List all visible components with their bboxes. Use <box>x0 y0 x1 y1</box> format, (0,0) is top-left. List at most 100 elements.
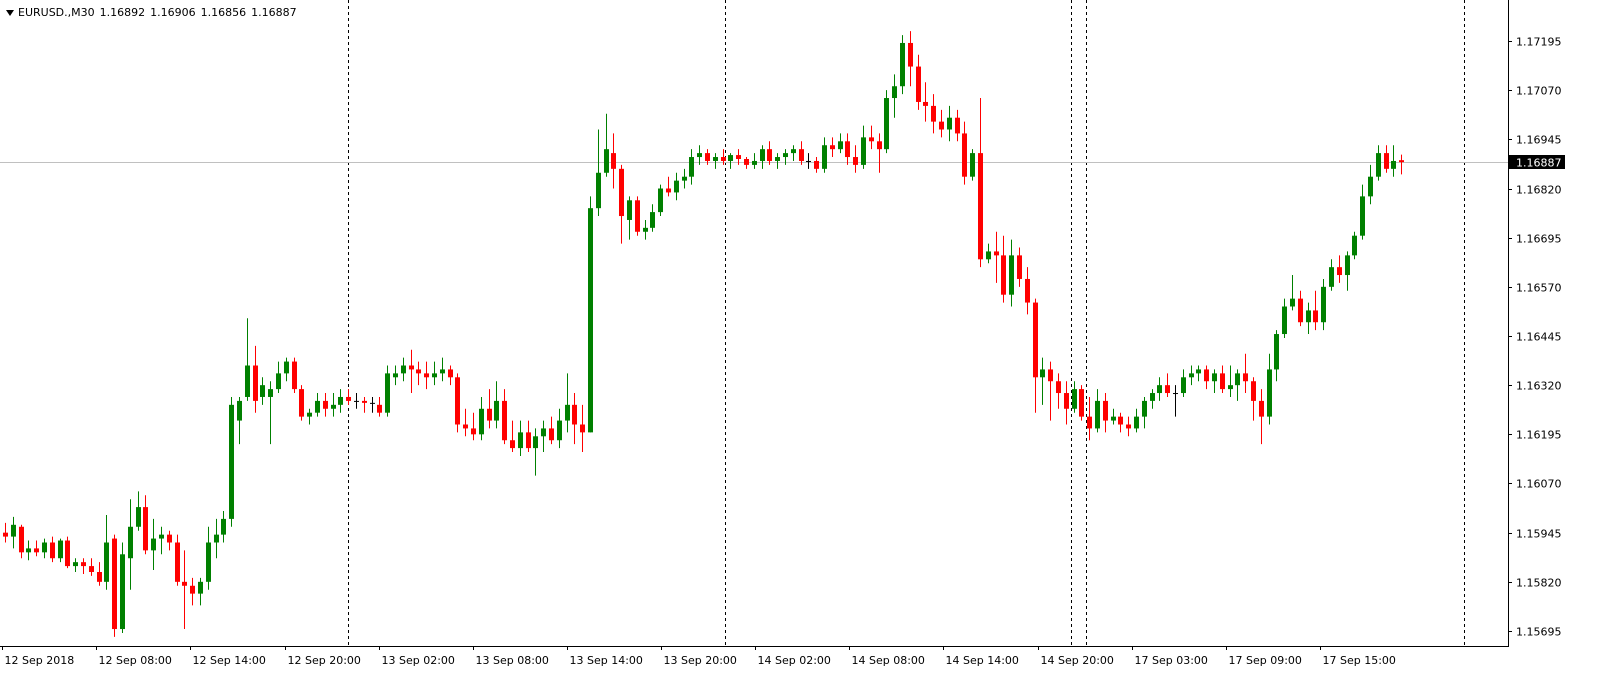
candle-body <box>1368 176 1373 197</box>
time-axis[interactable]: 12 Sep 2018 12 Sep 08:00 12 Sep 14:00 12 Se… <box>2 646 1396 667</box>
candle-body <box>682 176 687 181</box>
candle <box>1157 377 1162 401</box>
candle-body <box>541 428 546 437</box>
candle <box>1189 365 1194 386</box>
candle-body <box>962 133 967 177</box>
candle <box>697 145 702 165</box>
candle-body <box>315 400 320 413</box>
candle <box>175 534 180 586</box>
candle-body <box>112 538 117 630</box>
candle-body <box>1017 255 1022 279</box>
candle-body <box>611 153 616 169</box>
candle-body <box>253 365 258 401</box>
candle-body <box>1259 400 1264 417</box>
candle <box>908 31 913 87</box>
price-tick-label: 1.15945 <box>1516 528 1562 541</box>
candle <box>81 558 86 574</box>
candle-body <box>588 208 593 433</box>
candle-body <box>362 400 367 403</box>
candle <box>276 361 281 394</box>
candle <box>346 389 351 405</box>
candle <box>978 98 983 268</box>
candle-body <box>986 251 991 260</box>
candle <box>299 385 304 421</box>
candle <box>814 157 819 173</box>
candle <box>440 357 445 382</box>
candle <box>557 408 562 449</box>
candle-body <box>650 212 655 228</box>
candle-body <box>1126 424 1131 429</box>
candle-body <box>877 141 882 150</box>
price-tick-label: 1.16070 <box>1516 478 1562 491</box>
candle-body <box>221 518 226 535</box>
candle <box>362 396 367 413</box>
candle-body <box>674 180 679 193</box>
current-price-tag-bg <box>1509 155 1565 169</box>
candle <box>65 536 70 569</box>
candle-body <box>1274 334 1279 370</box>
symbol-label: EURUSD.,M30 <box>18 6 95 19</box>
candle-body <box>292 361 297 390</box>
candle <box>1009 239 1014 307</box>
candle <box>650 204 655 232</box>
candle-body <box>494 400 499 421</box>
candle-body <box>377 404 382 413</box>
candle <box>1017 247 1022 287</box>
price-tick-label: 1.17195 <box>1516 36 1562 49</box>
candle-body <box>627 200 632 220</box>
candles <box>3 31 1404 637</box>
candle-body <box>1345 255 1350 276</box>
candle-body <box>518 432 523 449</box>
candle-body <box>565 404 570 421</box>
collapse-triangle-icon[interactable] <box>6 9 14 16</box>
candle <box>1399 154 1404 175</box>
price-tick-label: 1.16695 <box>1516 233 1562 246</box>
candle <box>1345 251 1350 291</box>
candle <box>1329 259 1334 291</box>
candle-body <box>767 149 772 161</box>
candle-body <box>1033 302 1038 378</box>
candle-body <box>697 153 702 158</box>
current-price-tag: 1.16887 <box>1509 155 1565 170</box>
candle <box>822 137 827 173</box>
candle-body <box>1267 369 1272 417</box>
candle-body <box>1173 393 1178 395</box>
candle <box>1376 145 1381 181</box>
candle-body <box>760 149 765 161</box>
candle <box>409 349 414 394</box>
candle-body <box>1391 160 1396 169</box>
candle <box>143 495 148 555</box>
candle <box>1321 278 1326 331</box>
candle-body <box>916 66 921 102</box>
candle-body <box>931 105 936 122</box>
candle <box>1282 298 1287 338</box>
candle <box>1290 275 1295 311</box>
candle-body <box>970 153 975 177</box>
candle <box>1142 396 1147 429</box>
candle-body <box>1134 416 1139 429</box>
candle <box>292 357 297 394</box>
candle-body <box>1181 377 1186 394</box>
price-axis[interactable]: 1.17195 1.17070 1.16945 1.16820 1.16695 1.165… <box>1508 36 1562 639</box>
candle-body <box>510 440 515 449</box>
candle <box>268 381 273 445</box>
candle <box>1033 298 1038 413</box>
candle <box>962 121 967 185</box>
candle-body <box>346 396 351 401</box>
candle <box>97 562 102 586</box>
candle-body <box>978 153 983 260</box>
candle-body <box>1384 153 1389 169</box>
candle <box>923 82 928 122</box>
candle <box>432 361 437 386</box>
time-tick-label: 12 Sep 14:00 <box>193 654 266 667</box>
candle-body <box>26 548 31 553</box>
candle-body <box>1251 381 1256 401</box>
candle <box>104 514 109 590</box>
candle <box>565 373 570 433</box>
candle <box>541 420 546 453</box>
candle <box>128 499 133 590</box>
candle <box>674 172 679 201</box>
candle <box>221 511 226 543</box>
